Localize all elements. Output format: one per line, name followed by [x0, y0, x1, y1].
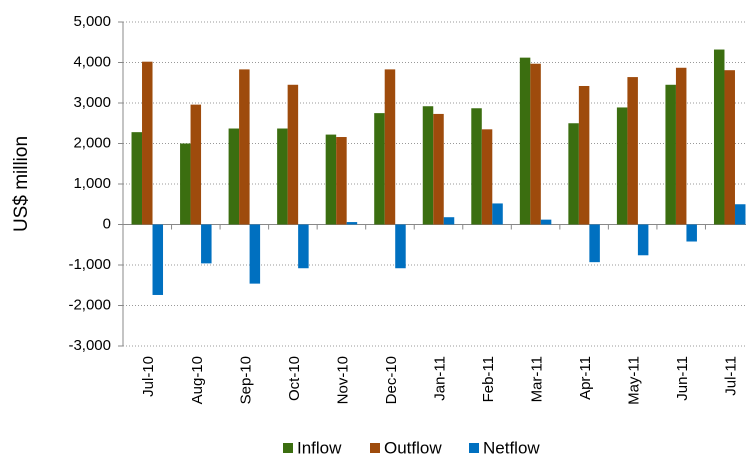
y-tick-label: 4,000 [73, 53, 111, 70]
bar [481, 129, 493, 225]
y-tick-label: -1,000 [68, 256, 111, 273]
bar [395, 224, 406, 269]
bar [492, 203, 503, 225]
bar [422, 106, 434, 225]
bar [713, 49, 725, 225]
bar [298, 224, 309, 269]
y-tick-label: -3,000 [68, 337, 111, 354]
bar [433, 113, 444, 225]
y-tick-label: 1,000 [73, 175, 111, 192]
bar [734, 204, 746, 225]
y-axis-label: US$ million [11, 136, 32, 232]
bar [443, 217, 455, 225]
bar [228, 128, 240, 225]
bar [637, 224, 649, 256]
legend-label: Outflow [384, 438, 442, 457]
bar [686, 224, 697, 242]
bar [471, 108, 482, 225]
bar [287, 84, 299, 225]
x-tick-label: Aug-10 [189, 356, 206, 404]
bar [249, 224, 261, 284]
bar [724, 70, 735, 225]
y-tick-label: 3,000 [73, 94, 111, 111]
legend-label: Inflow [297, 438, 342, 457]
x-tick-label: Mar-11 [529, 356, 546, 402]
x-tick-label: May-11 [626, 356, 643, 405]
x-tick-label: Oct-10 [286, 356, 303, 401]
x-tick-label: Jun-11 [674, 356, 691, 401]
bar [239, 69, 250, 225]
bar [180, 143, 191, 225]
bar [519, 57, 531, 225]
bar [616, 107, 628, 225]
x-tick-label: Apr-11 [577, 356, 594, 400]
bar [131, 132, 143, 225]
bar [201, 224, 212, 264]
bar [277, 128, 288, 225]
bar [336, 137, 347, 225]
y-tick-label: 2,000 [73, 134, 111, 151]
bar [589, 224, 600, 263]
bar [142, 61, 153, 225]
legend-swatch [283, 443, 293, 453]
bar [568, 123, 579, 225]
legend-swatch [370, 443, 380, 453]
bar [325, 134, 337, 225]
bar [578, 85, 590, 225]
bar [665, 84, 676, 225]
x-tick-label: Sep-10 [237, 356, 254, 404]
bar [346, 222, 358, 225]
legend-swatch [469, 443, 479, 453]
bar [374, 113, 385, 225]
x-tick-label: Nov-10 [334, 356, 351, 404]
bar [540, 219, 552, 225]
y-tick-label: 5,000 [73, 13, 111, 30]
x-tick-label: Jan-11 [431, 356, 448, 401]
x-tick-label: Jul-10 [140, 356, 157, 397]
legend-label: Netflow [483, 438, 540, 457]
y-tick-label: 0 [103, 215, 111, 232]
x-tick-label: Dec-10 [383, 356, 400, 404]
bar [384, 69, 396, 225]
bar [675, 67, 687, 225]
bar [627, 77, 638, 225]
bar [190, 104, 202, 225]
x-tick-label: Jul-11 [723, 356, 740, 396]
bar [530, 63, 541, 225]
x-tick-label: Feb-11 [480, 356, 497, 402]
y-tick-label: -2,000 [68, 296, 111, 313]
bar [152, 224, 164, 295]
